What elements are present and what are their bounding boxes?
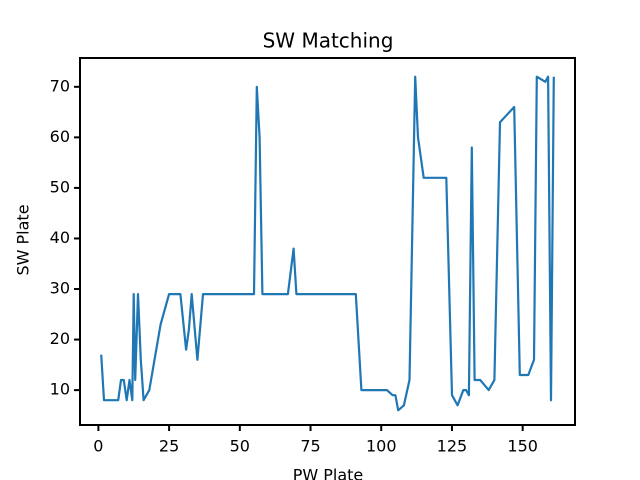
chart-title: SW Matching xyxy=(263,29,394,53)
plot-frame xyxy=(79,57,576,426)
x-axis-label: PW Plate xyxy=(293,466,364,480)
x-tick-label: 150 xyxy=(507,437,538,456)
x-tick-label: 125 xyxy=(437,437,468,456)
y-tick-label: 50 xyxy=(50,177,70,196)
x-tick-label: 25 xyxy=(159,437,179,456)
y-tick-label: 60 xyxy=(50,127,70,146)
y-tick-label: 40 xyxy=(50,228,70,247)
x-tick-label: 75 xyxy=(300,437,320,456)
y-tick-label: 70 xyxy=(50,76,70,95)
x-tick-label: 50 xyxy=(230,437,250,456)
y-tick-label: 30 xyxy=(50,279,70,298)
y-tick-label: 10 xyxy=(50,380,70,399)
x-tick-label: 100 xyxy=(366,437,397,456)
data-line xyxy=(100,75,555,412)
y-tick-label: 20 xyxy=(50,329,70,348)
y-axis-label: SW Plate xyxy=(14,204,33,275)
x-tick-label: 0 xyxy=(93,437,103,456)
